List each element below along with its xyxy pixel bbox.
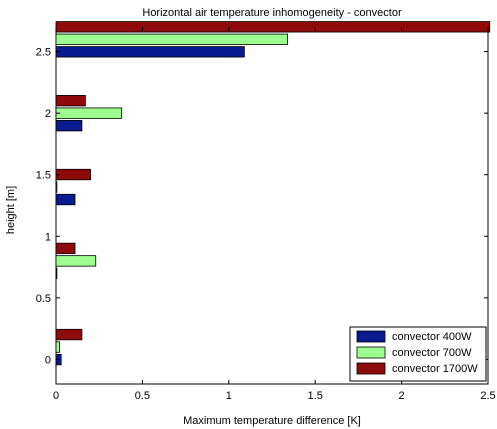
- legend-label: convector 1700W: [392, 363, 478, 375]
- bar: [56, 182, 57, 193]
- chart-title: Horizontal air temperature inhomogeneity…: [142, 7, 402, 19]
- legend-swatch: [357, 331, 385, 342]
- legend-label: convector 400W: [392, 331, 472, 343]
- y-tick-label: 0: [45, 354, 51, 366]
- bar: [56, 194, 75, 205]
- legend-swatch: [357, 347, 385, 358]
- x-tick-label: 0: [53, 390, 59, 402]
- bar: [56, 108, 122, 119]
- x-tick-label: 2.5: [480, 390, 495, 402]
- bar: [56, 256, 96, 267]
- bar: [56, 47, 244, 58]
- bar: [56, 268, 57, 279]
- y-tick-label: 2: [45, 108, 51, 120]
- y-tick-label: 1.5: [36, 170, 51, 182]
- bar: [56, 243, 75, 254]
- x-tick-label: 2: [399, 390, 405, 402]
- x-tick-label: 0.5: [135, 390, 150, 402]
- x-axis-label: Maximum temperature difference [K]: [183, 415, 361, 427]
- y-tick-label: 0.5: [36, 293, 51, 305]
- bar: [56, 34, 288, 45]
- y-tick-label: 1: [45, 231, 51, 243]
- bar: [56, 329, 82, 340]
- legend: convector 400W convector 700W convector 17…: [350, 327, 486, 381]
- legend-label: convector 700W: [392, 347, 472, 359]
- legend-swatch: [357, 363, 385, 374]
- bar: [56, 120, 82, 131]
- bar: [56, 169, 91, 180]
- x-tick-label: 1.5: [308, 390, 323, 402]
- y-axis-label: height [m]: [5, 186, 17, 234]
- bar: [56, 342, 59, 353]
- bar: [56, 95, 85, 106]
- bar: [56, 22, 490, 33]
- y-tick-label: 2.5: [36, 47, 51, 59]
- x-tick-label: 1: [226, 390, 232, 402]
